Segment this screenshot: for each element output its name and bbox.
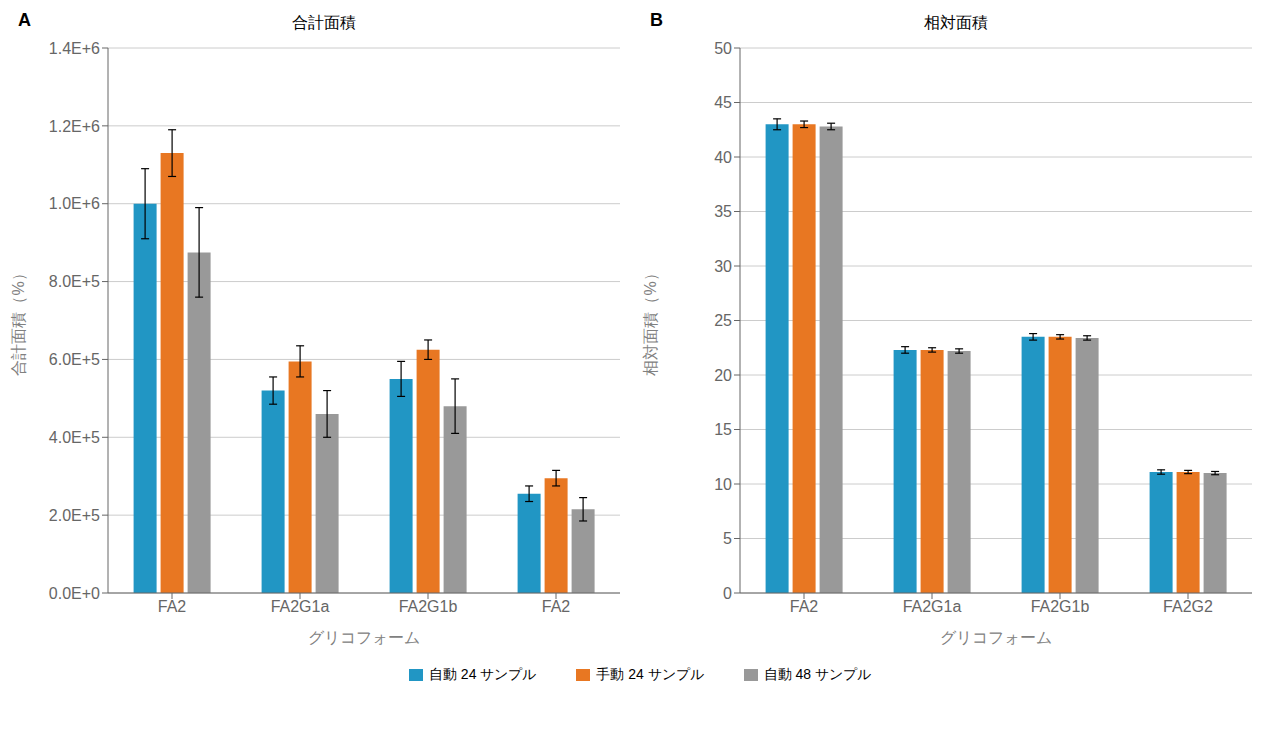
svg-text:合計面積（%）: 合計面積（%） [10,265,27,375]
svg-text:0: 0 [723,585,732,602]
svg-text:FA2G2: FA2G2 [1163,598,1213,615]
svg-text:FA2G1a: FA2G1a [903,598,962,615]
svg-text:グリコフォーム: グリコフォーム [940,629,1052,646]
svg-text:8.0E+5: 8.0E+5 [49,273,100,290]
html-text:B: B [650,10,663,30]
svg-text:40: 40 [714,149,732,166]
svg-text:15: 15 [714,421,732,438]
svg-text:30: 30 [714,258,732,275]
svg-text:1.4E+6: 1.4E+6 [49,40,100,57]
svg-text:20: 20 [714,367,732,384]
svg-text:FA2: FA2 [790,598,819,615]
svg-text:6.0E+5: 6.0E+5 [49,351,100,368]
html-text:自動 24 サンプル: 自動 24 サンプル [429,666,537,682]
svg-text:FA2G1a: FA2G1a [271,598,330,615]
html-text:手動 24 サンプル: 手動 24 サンプル [596,666,704,682]
svg-text:FA2G1b: FA2G1b [1031,598,1090,615]
svg-text:10: 10 [714,476,732,493]
html-text:相対面積: 相対面積 [924,14,988,31]
svg-text:0.0E+0: 0.0E+0 [49,585,100,602]
svg-text:FA2: FA2 [542,598,571,615]
svg-text:50: 50 [714,40,732,57]
svg-text:25: 25 [714,312,732,329]
svg-text:35: 35 [714,203,732,220]
svg-text:5: 5 [723,530,732,547]
svg-text:グリコフォーム: グリコフォーム [308,629,420,646]
svg-text:FA2G1b: FA2G1b [399,598,458,615]
svg-text:相対面積（%）: 相対面積（%） [642,265,659,375]
svg-text:4.0E+5: 4.0E+5 [49,429,100,446]
svg-text:2.0E+5: 2.0E+5 [49,507,100,524]
html-text:合計面積: 合計面積 [292,14,356,31]
svg-text:FA2: FA2 [158,598,187,615]
svg-text:1.2E+6: 1.2E+6 [49,118,100,135]
html-text:自動 48 サンプル: 自動 48 サンプル [763,666,871,682]
html-text:A: A [18,10,31,30]
svg-text:1.0E+6: 1.0E+6 [49,195,100,212]
svg-text:45: 45 [714,94,732,111]
